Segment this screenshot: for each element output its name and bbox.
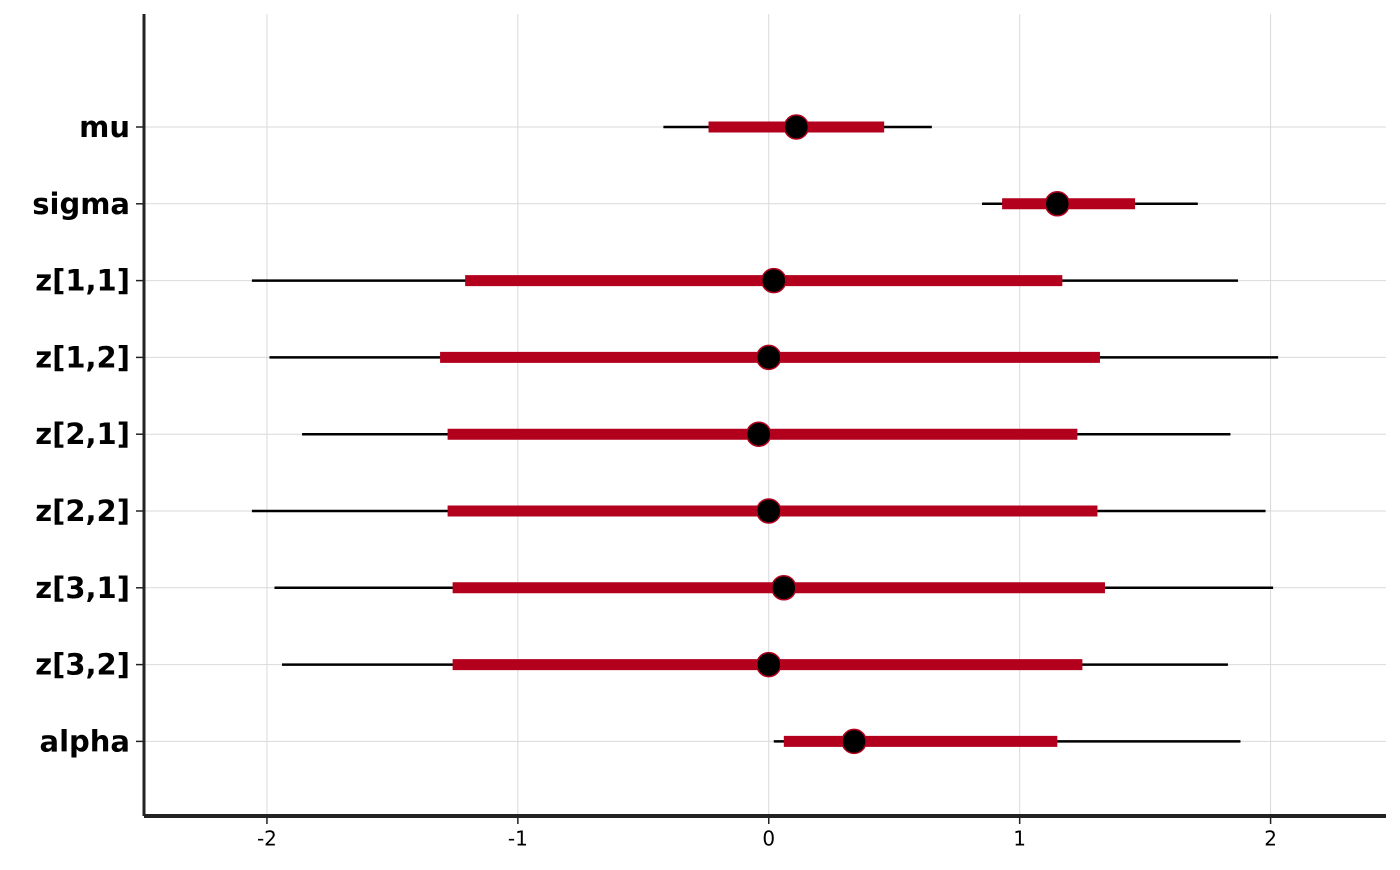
y-tick-label: z[2,1] [35,417,130,451]
x-tick-label: 2 [1264,827,1277,851]
median-point [1044,191,1071,217]
median-point [756,651,782,678]
y-tick-label: z[1,2] [35,340,130,374]
median-point [771,575,797,601]
y-tick-label: mu [79,110,130,144]
y-tick-label: sigma [32,187,130,221]
y-tick-label: z[2,2] [35,494,130,528]
median-point [841,728,867,755]
x-tick-label: 0 [762,827,775,851]
x-tick-label: -1 [508,827,528,851]
median-point [756,344,782,371]
x-tick-label: 1 [1013,827,1026,851]
y-tick-label: z[3,1] [35,571,130,605]
x-tick-label: -2 [257,827,277,851]
y-tick-label: z[3,2] [35,648,130,682]
y-tick-label: alpha [40,724,130,758]
median-point [783,114,810,140]
median-point [761,267,787,294]
y-tick-label: z[1,1] [35,264,130,298]
median-point [756,498,782,524]
median-point [745,421,772,447]
